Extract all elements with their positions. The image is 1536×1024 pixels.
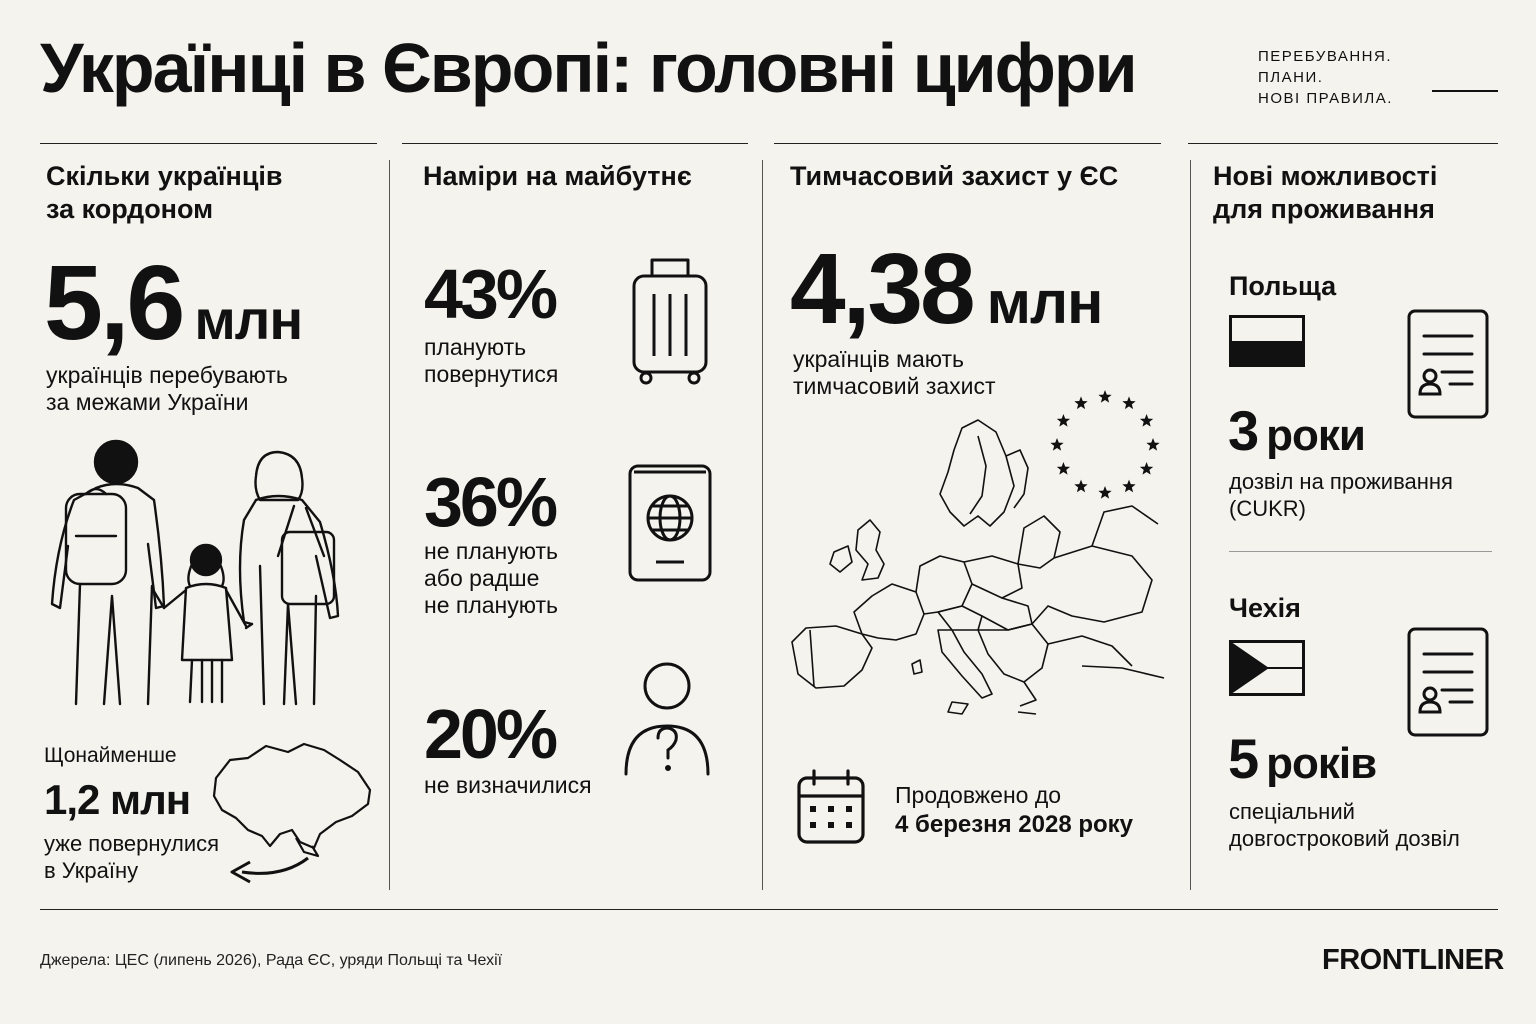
column-divider	[762, 160, 763, 890]
eu-star	[1074, 479, 1088, 493]
caption-line: не визначилися	[424, 772, 592, 798]
brand-logo: FRONTLINER	[1322, 944, 1504, 976]
caption-line: в Україну	[44, 858, 139, 883]
heading-line: Нові можливості	[1213, 161, 1438, 191]
caption-line: не планують	[424, 538, 559, 564]
tagline-divider	[1432, 90, 1498, 92]
header-rule	[402, 143, 748, 144]
caption-line: планують	[424, 334, 527, 360]
poland-flag-icon	[1229, 315, 1305, 367]
eu-stars-icon	[1050, 390, 1160, 499]
eu-star	[1139, 414, 1154, 427]
sources-note: Джерела: ЦЕС (липень 2026), Рада ЄС, уря…	[40, 952, 503, 969]
residence-caption: дозвіл на проживання (CUKR)	[1229, 468, 1453, 522]
header-rule	[1188, 143, 1498, 144]
returned-value: 1,2 млн	[44, 776, 191, 823]
eu-star	[1122, 479, 1136, 493]
country-name: Чехія	[1229, 593, 1301, 623]
caption-line: уже повернулися	[44, 831, 220, 856]
eu-star	[1122, 396, 1136, 410]
family-illustration-icon	[50, 439, 340, 706]
column-divider	[389, 160, 390, 890]
intention-percent: 20%	[424, 695, 558, 773]
eu-star	[1098, 390, 1112, 403]
permit-document-icon	[1407, 627, 1489, 737]
passport-icon	[628, 464, 712, 582]
protection-caption: українців мають тимчасовий захист	[793, 346, 996, 400]
country-name: Польща	[1229, 271, 1337, 301]
intention-caption: планують повернутися	[424, 334, 558, 388]
tagline-line: НОВІ ПРАВИЛА.	[1258, 90, 1393, 107]
footer-rule	[40, 909, 1498, 910]
eu-star	[1050, 438, 1064, 451]
extended-date: 4 березня 2028 року	[895, 811, 1134, 838]
abroad-number: 5,6	[44, 244, 185, 362]
residence-number: 3	[1228, 399, 1259, 462]
page-title: Українці в Європі: головні цифри	[40, 29, 1138, 107]
intention-caption: не визначилися	[424, 772, 592, 799]
protection-unit: млн	[986, 269, 1104, 336]
abroad-caption: українців перебувають за межами України	[46, 362, 288, 416]
eu-star	[1074, 396, 1088, 410]
heading-line: для проживання	[1213, 194, 1435, 224]
caption-line: не планують	[424, 592, 559, 618]
residence-years: 3 роки	[1228, 398, 1366, 463]
eu-star	[1098, 486, 1112, 499]
caption-line: довгостроковий дозвіл	[1229, 826, 1460, 851]
caption-line: або радше	[424, 565, 540, 591]
permit-document-icon	[1407, 309, 1489, 419]
abroad-heading: Скільки українців за кордоном	[46, 160, 283, 226]
caption-line: українців мають	[793, 346, 964, 372]
caption-line: за межами України	[46, 389, 249, 415]
caption-line: (CUKR)	[1229, 496, 1306, 521]
residence-unit: роки	[1266, 411, 1366, 460]
protection-heading: Тимчасовий захист у ЄС	[790, 161, 1119, 191]
caption-line: спеціальний	[1229, 799, 1355, 824]
suitcase-icon	[632, 258, 708, 385]
header-rule	[774, 143, 1161, 144]
abroad-unit: млн	[194, 288, 303, 351]
eu-star	[1139, 462, 1154, 475]
intentions-heading: Наміри на майбутнє	[423, 161, 692, 191]
heading-line: Скільки українців	[46, 161, 283, 191]
returned-lead: Щонайменше	[44, 744, 177, 767]
header-rule	[40, 143, 377, 144]
calendar-icon	[797, 769, 865, 844]
ukraine-map-icon	[212, 742, 372, 884]
intention-percent: 36%	[424, 463, 558, 541]
country-divider	[1229, 551, 1492, 552]
caption-line: тимчасовий захист	[793, 373, 996, 399]
tagline-line: ПЛАНИ.	[1258, 69, 1324, 86]
residence-unit: років	[1266, 739, 1377, 788]
abroad-value: 5,6 млн	[44, 243, 303, 364]
eu-star	[1056, 414, 1071, 427]
caption-line: дозвіл на проживання	[1229, 469, 1453, 494]
tagline-line: ПЕРЕБУВАННЯ.	[1258, 48, 1393, 65]
intention-caption: не планують або радше не планують	[424, 538, 558, 619]
caption-line: повернутися	[424, 361, 559, 387]
eu-star	[1056, 462, 1071, 475]
person-question-icon	[624, 662, 710, 776]
tagline: ПЕРЕБУВАННЯ. ПЛАНИ. НОВІ ПРАВИЛА.	[1258, 46, 1438, 109]
residence-caption: спеціальний довгостроковий дозвіл	[1229, 798, 1460, 852]
extended-lead: Продовжено до	[895, 782, 1062, 808]
intention-percent: 43%	[424, 255, 558, 333]
column-divider	[1190, 160, 1191, 890]
residence-number: 5	[1228, 727, 1259, 790]
returned-caption: уже повернулися в Україну	[44, 830, 219, 884]
residence-heading: Нові можливості для проживання	[1213, 160, 1437, 226]
eu-star	[1146, 438, 1160, 451]
caption-line: українців перебувають	[46, 362, 288, 388]
czech-flag-icon	[1229, 640, 1305, 696]
residence-years: 5 років	[1228, 726, 1377, 791]
protection-value: 4,38 млн	[790, 232, 1104, 347]
protection-number: 4,38	[790, 233, 976, 345]
europe-map-icon	[791, 419, 1165, 715]
heading-line: за кордоном	[46, 194, 214, 224]
